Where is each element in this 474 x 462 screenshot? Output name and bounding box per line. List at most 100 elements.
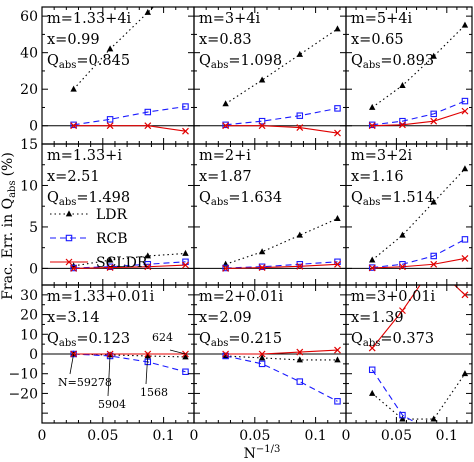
series-rcb-line [372, 100, 466, 126]
series-rcb-point-2 [144, 108, 152, 116]
series-scldr-point-3 [461, 291, 469, 299]
series-group [222, 25, 341, 137]
legend-ldr-label: LDR [96, 207, 128, 223]
x-tick-label: 0 [190, 428, 199, 444]
series-scldr-point-3 [182, 261, 189, 269]
series-scldr-point-3 [461, 255, 469, 262]
series-ldr-line [225, 218, 338, 265]
tick-marks [194, 144, 346, 285]
series-scldr-point-1 [399, 263, 406, 271]
refractive-index-label: m=2+0.01i [199, 289, 284, 305]
qabs-sub: abs [59, 338, 77, 349]
qabs-sub: abs [363, 197, 381, 208]
series-group [222, 215, 341, 272]
panel-2-0: −20 −10 0 10 20 30 0 0.05 0.1 m=1.33+0.01i x=3.14 Q… [8, 284, 195, 444]
y-tick-label: 10 [20, 178, 38, 194]
y-tick-label: −10 [8, 367, 38, 383]
series-scldr-point-1 [258, 350, 266, 358]
y-tick-label: 20 [20, 308, 38, 324]
panel-1-2: m=3+2i x=1.16 Qabs=1.514 [345, 143, 473, 286]
n-label-leader [107, 353, 111, 397]
panel-2-2: 0 0.05 0.1 m=3+0.01i x=1.39 Qabs=0.373 [342, 262, 473, 444]
series-ldr-point-2 [144, 8, 151, 15]
qabs-value: =1.098 [228, 53, 282, 69]
panel-annotation: m=3+2i x=1.16 Qabs=1.514 [351, 148, 434, 208]
series-ldr-point-2 [430, 198, 437, 205]
series-scldr-point-0 [368, 264, 376, 272]
y-tick-label: 20 [20, 82, 38, 98]
series-scldr-line [73, 264, 186, 269]
series-scldr-point-0 [70, 122, 78, 130]
size-parameter-label: x=1.87 [199, 169, 252, 185]
series-rcb-point-1 [106, 263, 114, 271]
series-scldr-point-1 [258, 264, 266, 272]
qabs-sub: abs [211, 338, 229, 349]
legend-scldr-marker [65, 258, 73, 266]
qabs-q: Q [351, 331, 363, 347]
qabs-sub: abs [363, 60, 381, 71]
n-label: 624 [152, 331, 173, 344]
qabs-value: =1.514 [380, 190, 434, 206]
series-ldr-point-1 [399, 81, 406, 88]
x-tick-label: 0.1 [304, 428, 326, 444]
x-axis-label-main: N [244, 446, 256, 462]
series-ldr-line [371, 24, 466, 108]
qabs-value: =0.373 [380, 331, 434, 347]
y-tick-label: 40 [20, 46, 38, 62]
y-tick-label: 30 [20, 288, 38, 304]
qabs-label: Qabs=1.634 [199, 190, 282, 208]
size-parameter-label: x=0.99 [47, 32, 100, 48]
y-axis-label-sub: abs [7, 180, 18, 198]
refractive-index-label: m=3+0.01i [351, 289, 436, 305]
size-parameter-label: x=0.83 [199, 32, 252, 48]
size-parameter-label: x=1.39 [351, 310, 404, 326]
qabs-value: =0.215 [228, 331, 282, 347]
qabs-sub: abs [59, 60, 77, 71]
series-ldr-point-1 [399, 231, 406, 238]
series-scldr-point-3 [461, 107, 469, 115]
series-ldr-point-2 [430, 415, 437, 422]
series-scldr-line [372, 110, 466, 127]
n-label-leader [69, 353, 75, 375]
series-scldr-point-2 [430, 260, 438, 268]
series-scldr-point-2 [431, 262, 437, 268]
series-rcb-point-2 [430, 252, 437, 260]
series-scldr-line [225, 263, 338, 269]
series-ldr-point-1 [106, 256, 114, 263]
series-rcb-point-0 [222, 121, 229, 129]
series-rcb-point-0 [70, 121, 77, 129]
series-ldr-point-3 [334, 356, 341, 363]
series-rcb-point-3 [334, 398, 341, 405]
series-scldr-point-0 [368, 344, 376, 352]
tick-marks [346, 7, 472, 144]
qabs-value: =0.893 [380, 53, 434, 69]
qabs-label: Qabs=0.893 [351, 53, 434, 71]
series-rcb-point-3 [182, 103, 189, 110]
series-ldr-point-1 [399, 415, 406, 422]
series-group [368, 21, 469, 130]
series-rcb-point-1 [258, 360, 266, 368]
size-parameter-label: x=1.16 [351, 169, 404, 185]
qabs-q: Q [47, 53, 59, 69]
series-rcb-point-1 [258, 117, 266, 125]
series-rcb-point-3 [461, 236, 469, 243]
y-axis-label: Frac. Err. in Qabs (%) [0, 152, 18, 300]
series-group [368, 165, 469, 272]
series-rcb-point-0 [368, 366, 376, 374]
series-ldr-point-0 [70, 85, 77, 92]
panel-annotation: m=1.33+4i x=0.99 Qabs=0.845 [47, 11, 132, 71]
y-tick-label: 15 [20, 137, 38, 153]
series-scldr-point-2 [296, 262, 304, 270]
qabs-sub: abs [59, 197, 77, 208]
qabs-label: Qabs=0.215 [199, 331, 282, 349]
series-rcb-point-1 [258, 263, 266, 271]
series-scldr-line [372, 257, 466, 269]
series-ldr-point-2 [296, 50, 303, 57]
series-scldr-point-3 [334, 346, 341, 354]
panel-0-1: m=3+4i x=0.83 Qabs=1.098 [193, 6, 347, 145]
y-tick-label: 5 [29, 220, 38, 236]
tick-marks [194, 7, 346, 144]
series-ldr-point-0 [369, 103, 376, 110]
tick-marks [42, 7, 194, 144]
x-tick-label: 0 [38, 428, 47, 444]
